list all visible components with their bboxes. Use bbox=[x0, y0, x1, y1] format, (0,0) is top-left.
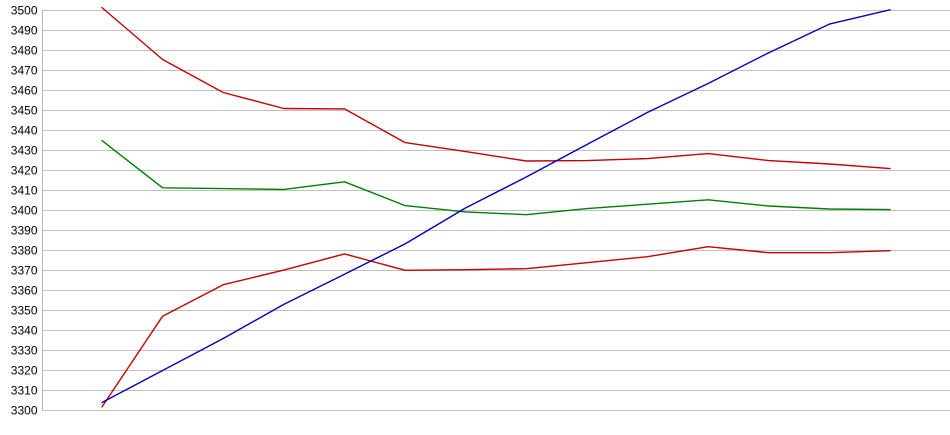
svg-text:3370: 3370 bbox=[11, 263, 38, 277]
svg-text:3410: 3410 bbox=[11, 183, 38, 197]
svg-text:3300: 3300 bbox=[11, 403, 38, 417]
svg-text:3340: 3340 bbox=[11, 323, 38, 337]
svg-text:3500: 3500 bbox=[11, 3, 38, 17]
svg-text:3440: 3440 bbox=[11, 123, 38, 137]
svg-text:3490: 3490 bbox=[11, 23, 38, 37]
svg-text:3420: 3420 bbox=[11, 163, 38, 177]
svg-text:3460: 3460 bbox=[11, 83, 38, 97]
svg-text:3350: 3350 bbox=[11, 303, 38, 317]
svg-text:3430: 3430 bbox=[11, 143, 38, 157]
svg-text:3400: 3400 bbox=[11, 203, 38, 217]
svg-text:3330: 3330 bbox=[11, 343, 38, 357]
svg-text:3360: 3360 bbox=[11, 283, 38, 297]
svg-text:3390: 3390 bbox=[11, 223, 38, 237]
svg-text:3320: 3320 bbox=[11, 363, 38, 377]
svg-text:3310: 3310 bbox=[11, 383, 38, 397]
svg-text:3380: 3380 bbox=[11, 243, 38, 257]
svg-text:3470: 3470 bbox=[11, 63, 38, 77]
svg-text:3480: 3480 bbox=[11, 43, 38, 57]
svg-text:3450: 3450 bbox=[11, 103, 38, 117]
